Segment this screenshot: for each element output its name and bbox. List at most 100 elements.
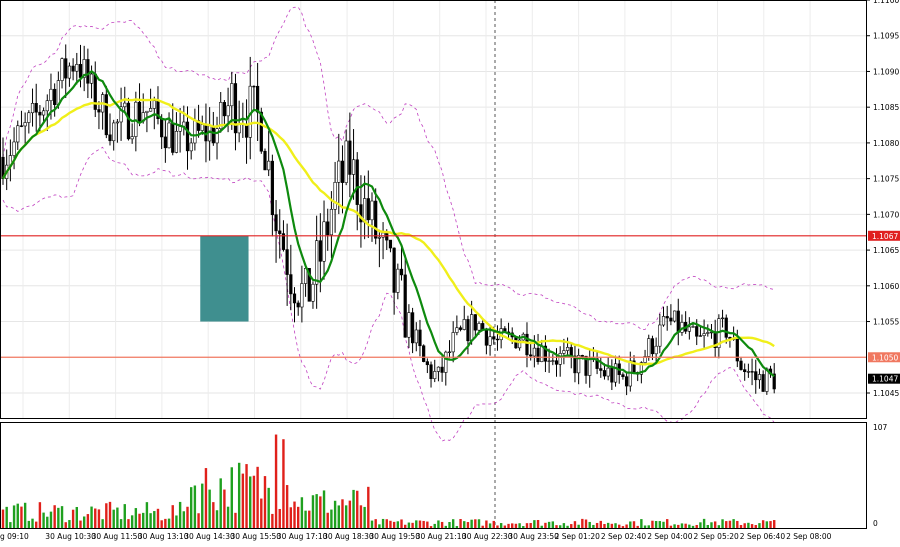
candle-body xyxy=(137,101,142,122)
candle xyxy=(318,213,322,293)
candle-body xyxy=(765,368,769,392)
volume-bar xyxy=(31,518,34,528)
volume-bar xyxy=(389,520,392,528)
candle xyxy=(16,120,20,150)
candle-body xyxy=(160,118,164,138)
candle xyxy=(388,239,393,253)
volume-bar xyxy=(544,522,547,528)
volume-bar xyxy=(422,520,425,528)
volume-bar xyxy=(119,519,123,528)
candle xyxy=(45,94,49,131)
volume-bar xyxy=(160,520,163,528)
volume-bar xyxy=(433,523,436,528)
candle xyxy=(724,314,728,344)
candle-body xyxy=(750,371,754,373)
candle xyxy=(473,314,477,337)
candle-body xyxy=(344,140,348,183)
candle xyxy=(337,133,341,215)
candle-body xyxy=(580,355,584,357)
candle-body xyxy=(318,240,322,262)
candle xyxy=(455,315,459,336)
candle xyxy=(669,304,673,326)
volume-bar xyxy=(566,525,569,528)
volume-bar xyxy=(769,521,772,528)
volume-bar xyxy=(710,522,713,528)
level-label-box xyxy=(868,230,900,241)
volume-bar xyxy=(60,506,64,528)
candle xyxy=(23,112,27,146)
candle xyxy=(104,85,108,139)
candle xyxy=(119,87,123,141)
candle xyxy=(355,152,359,231)
candle xyxy=(433,359,437,383)
volume-bar xyxy=(237,462,241,528)
time-tick-label: 30 Aug 19:50 xyxy=(369,532,420,541)
price-tick-label: 1.1075 xyxy=(873,175,899,184)
time-tick-label: 30 Aug 21:10 xyxy=(416,532,467,541)
candle xyxy=(326,208,330,251)
volume-bar xyxy=(333,500,337,528)
volume-bar xyxy=(625,524,628,528)
volume-bar xyxy=(9,522,12,528)
volume-bar xyxy=(444,525,447,528)
candle xyxy=(407,304,411,348)
candle xyxy=(665,305,669,331)
candle-body xyxy=(112,122,116,142)
candle-body xyxy=(126,102,131,140)
candle xyxy=(547,348,551,373)
candle xyxy=(551,354,555,366)
candle-body xyxy=(547,360,551,362)
candle xyxy=(344,129,348,186)
candle-body xyxy=(115,121,119,124)
candle-body xyxy=(119,106,123,123)
volume-bar xyxy=(378,524,381,528)
candle xyxy=(145,110,149,133)
volume-bar xyxy=(680,523,684,528)
candle-body xyxy=(71,65,75,72)
volume-bar xyxy=(684,523,687,528)
candle xyxy=(75,52,79,85)
volume-bar xyxy=(529,523,532,528)
time-tick-label: 30 Aug 14:30 xyxy=(184,532,235,541)
volume-bar xyxy=(728,520,732,528)
candle xyxy=(562,338,566,365)
volume-bar xyxy=(385,519,388,528)
volume-bar xyxy=(223,489,226,528)
candle xyxy=(720,309,725,328)
volume-bar xyxy=(713,521,717,528)
candle xyxy=(399,246,404,281)
candle-body xyxy=(222,102,227,117)
candle xyxy=(267,130,271,177)
candle-body xyxy=(292,293,297,304)
candle-body xyxy=(418,329,422,347)
candle-body xyxy=(473,314,477,331)
candle-body xyxy=(233,83,238,134)
volume-pane-border xyxy=(0,422,867,529)
candle xyxy=(462,305,466,331)
volume-bar xyxy=(171,505,174,528)
volume-bar xyxy=(773,520,776,528)
candle xyxy=(610,359,614,391)
candle-body xyxy=(263,150,267,171)
candle xyxy=(422,344,426,363)
price-tick-label: 1.1090 xyxy=(873,67,899,76)
candle xyxy=(595,352,599,375)
volume-bar xyxy=(337,505,340,528)
candle-body xyxy=(396,268,400,293)
volume-bar xyxy=(97,509,101,528)
candle-body xyxy=(97,109,101,113)
volume-bar xyxy=(485,520,488,528)
candle xyxy=(189,137,193,160)
volume-bar xyxy=(396,521,400,528)
candle-body xyxy=(366,198,370,221)
candle xyxy=(565,337,570,355)
volume-bar xyxy=(208,489,211,528)
lower-band xyxy=(2,146,775,442)
candle xyxy=(97,101,101,130)
candle-body xyxy=(278,230,282,234)
candle-body xyxy=(414,329,418,344)
candle-body xyxy=(554,360,559,365)
candle xyxy=(647,334,651,361)
candle-body xyxy=(455,327,459,333)
